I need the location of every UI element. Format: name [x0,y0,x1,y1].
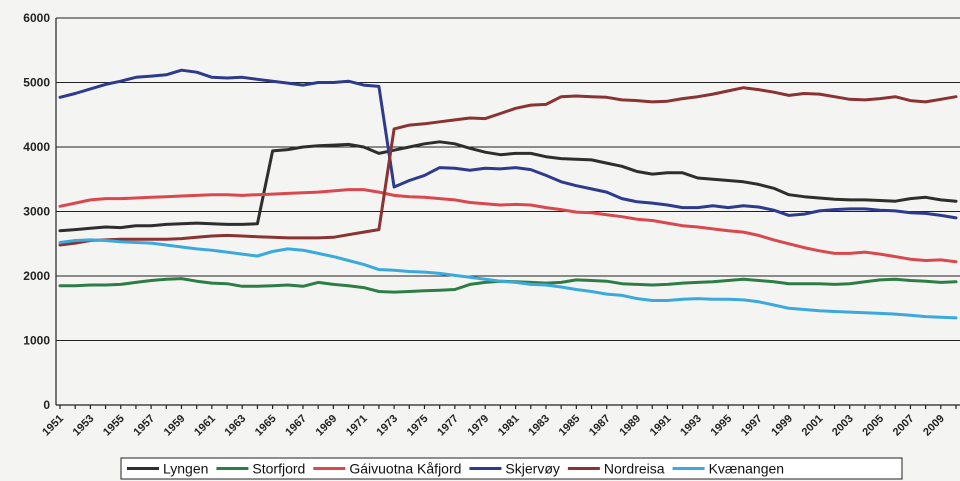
x-tick-label: 1961 [192,413,218,439]
x-tick-label: 2003 [830,413,856,439]
series-line-lyngen [58,140,958,233]
x-tick-label: 1969 [314,413,340,439]
y-tick-label: 5000 [23,76,50,90]
x-tick-label: 1971 [344,413,370,439]
legend-item: Gáivuotna Kåfjord [313,461,461,477]
series-line-nordreisa [58,86,958,247]
x-tick-label: 1973 [374,413,400,439]
x-tick-label: 1951 [40,413,66,439]
data-series [58,68,958,320]
legend-item: Skjervøy [469,461,560,477]
legend-label: Nordreisa [604,461,665,477]
legend-label: Gáivuotna Kåfjord [349,461,461,477]
x-tick-label: 1955 [101,413,127,439]
x-tick-label: 1993 [678,413,704,439]
legend-item: Lyngen [127,461,208,477]
y-tick-label: 4000 [23,140,50,154]
x-tick-label: 1981 [496,413,522,439]
x-tick-label: 1975 [405,413,431,439]
legend-item: Storfjord [216,461,305,477]
x-tick-label: 1995 [709,413,735,439]
x-tick-label: 1999 [769,413,795,439]
x-tick-label: 1957 [131,413,157,439]
legend-item: Nordreisa [567,461,665,477]
x-tick-label: 1977 [435,413,461,439]
x-tick-label: 1959 [162,413,188,439]
x-tick-label: 2005 [860,413,886,439]
y-tick-label: 0 [43,398,50,412]
x-tick-label: 1983 [526,413,552,439]
x-tick-label: 1979 [466,413,492,439]
series-line-kv-nangen [58,238,958,320]
x-tick-label: 1963 [223,413,249,439]
legend-item: Kvænangen [672,461,785,477]
legend-label: Kvænangen [709,461,785,477]
x-tick-label: 1965 [253,413,279,439]
x-tick-label: 2007 [891,413,917,439]
x-tick-label: 1987 [587,413,613,439]
y-tick-label: 1000 [23,334,50,348]
series-line-g-ivuotna-k-fjord [58,188,958,264]
legend-box [120,457,903,480]
x-tick-label: 2001 [800,413,826,439]
y-tick-label: 2000 [23,269,50,283]
y-tick-label: 3000 [23,205,50,219]
legend-label: Skjervøy [505,461,559,477]
x-axis-tick-labels: 1951 1953 1955 1957 1959 1961 1963 1965 1967 1969… [40,413,947,439]
legend-label: Lyngen [163,461,208,477]
x-tick-label: 1991 [648,413,674,439]
x-tick-label: 1953 [71,413,97,439]
x-tick-label: 1985 [557,413,583,439]
legend: Lyngen Storfjord Gáivuotna Kåfjord Skjervøy… [120,457,903,480]
x-tick-label: 1997 [739,413,765,439]
x-tick-label: 1989 [617,413,643,439]
y-axis-tick-labels: 0 1000 2000 3000 4000 5000 6000 [23,11,50,412]
gridlines [55,17,960,409]
x-tick-label: 1967 [283,413,309,439]
legend-label: Storfjord [252,461,305,477]
y-tick-label: 6000 [23,11,50,25]
x-tick-label: 2009 [921,413,947,439]
series-line-skjerv-y [58,68,958,220]
